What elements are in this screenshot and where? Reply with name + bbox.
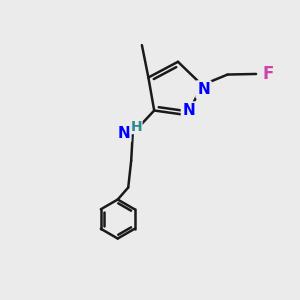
Text: F: F [263,65,274,83]
Text: N: N [182,103,195,118]
Text: N: N [118,126,130,141]
Text: H: H [130,119,142,134]
Text: N: N [197,82,210,97]
